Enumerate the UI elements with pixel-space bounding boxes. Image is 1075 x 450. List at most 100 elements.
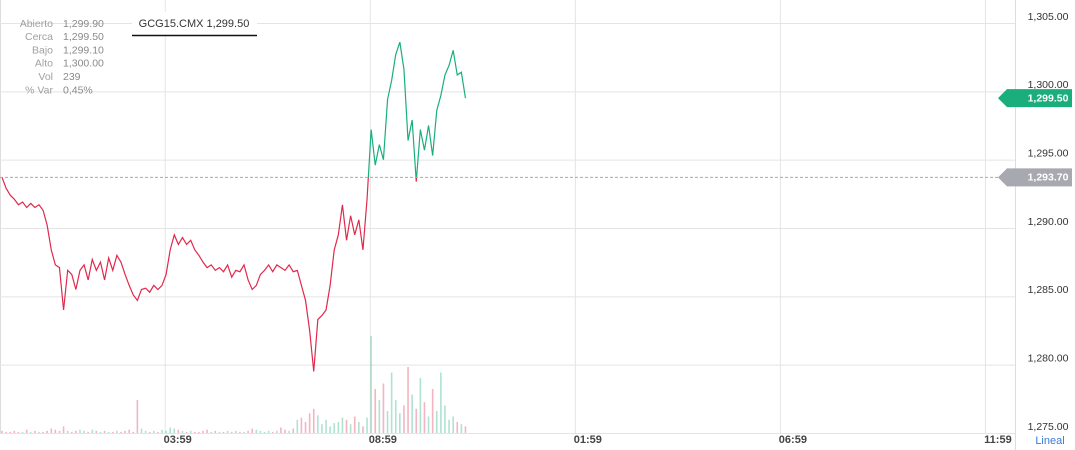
volume-bar bbox=[329, 426, 331, 433]
volume-bar bbox=[29, 431, 32, 433]
volume-bar bbox=[34, 430, 36, 433]
volume-bar bbox=[448, 419, 450, 433]
stat-value: 1,299.10 bbox=[63, 44, 104, 56]
volume-bar bbox=[292, 428, 295, 433]
volume-bar bbox=[140, 428, 143, 433]
volume-bar bbox=[341, 417, 344, 433]
y-tick-label: 1,275.00 bbox=[1028, 421, 1069, 433]
volume-bar bbox=[165, 430, 167, 433]
volume-bar bbox=[124, 430, 126, 433]
volume-bar bbox=[317, 415, 319, 433]
x-tick-label: 06:59 bbox=[779, 434, 807, 446]
volume-bar bbox=[214, 430, 217, 433]
volume-bar bbox=[243, 431, 245, 433]
x-tick-label: 03:59 bbox=[164, 434, 192, 446]
volume-bar bbox=[62, 426, 65, 433]
price-lines bbox=[0, 41, 1015, 372]
volume-bar bbox=[99, 431, 102, 433]
volume-bar bbox=[111, 431, 114, 433]
volume-bar bbox=[218, 431, 221, 433]
volume-bar bbox=[399, 413, 401, 433]
volume-bar bbox=[83, 430, 85, 433]
volume-bar bbox=[349, 424, 352, 433]
volume-bar bbox=[5, 431, 7, 433]
stat-value: 1,300.00 bbox=[63, 58, 104, 70]
volume-bar bbox=[390, 372, 393, 433]
volume-bar bbox=[321, 424, 323, 433]
volume-bar bbox=[296, 419, 299, 433]
volume-bar bbox=[38, 431, 40, 433]
stat-label: Cerca bbox=[25, 31, 53, 43]
volume-bar bbox=[1, 430, 3, 433]
stat-label: Abierto bbox=[20, 18, 53, 30]
volume-bar bbox=[300, 417, 303, 433]
volume-bar bbox=[431, 389, 434, 433]
volume-bar bbox=[136, 400, 139, 433]
volume-bar bbox=[177, 429, 180, 433]
volume-bar bbox=[267, 430, 270, 433]
volume-bar bbox=[337, 422, 340, 433]
volume-bar bbox=[54, 429, 57, 433]
volume-bar bbox=[312, 408, 315, 433]
x-tick-label: 08:59 bbox=[369, 434, 397, 446]
volume-bar bbox=[403, 405, 405, 433]
volume-bar bbox=[419, 378, 422, 433]
volume-bar bbox=[366, 417, 368, 433]
volume-bar bbox=[276, 430, 278, 433]
volume-bar bbox=[247, 430, 249, 433]
volume-bar bbox=[427, 416, 430, 433]
volume-bar bbox=[251, 428, 254, 433]
volume-bar bbox=[42, 431, 44, 433]
volume-bar bbox=[25, 429, 28, 433]
last-price-label: 1,299.50 bbox=[1028, 92, 1069, 104]
volume-bar bbox=[152, 430, 155, 433]
scale-mode[interactable]: Lineal bbox=[1035, 435, 1064, 447]
stat-value: 1,299.90 bbox=[63, 18, 104, 30]
stat-label: Bajo bbox=[32, 44, 53, 56]
volume-bar bbox=[206, 429, 208, 433]
stat-label: % Var bbox=[25, 84, 53, 96]
volume-bar bbox=[210, 431, 213, 433]
legend: GCG15.CMX 1,299.50 bbox=[132, 12, 257, 37]
previous-close-tag bbox=[998, 168, 1072, 187]
volume-bar bbox=[288, 430, 290, 433]
axes: 1,275.00 1,280.00 1,285.00 1,290.00 1,295.00… bbox=[164, 11, 1072, 446]
volume-bar bbox=[91, 429, 94, 433]
volume-bar bbox=[259, 430, 262, 433]
volume-bar bbox=[132, 431, 135, 433]
volume-bar bbox=[189, 430, 192, 433]
volume-bar bbox=[435, 411, 438, 433]
grid bbox=[0, 0, 1015, 434]
volume-bar bbox=[382, 383, 385, 433]
legend-last: 1,299.50 bbox=[207, 18, 250, 30]
volume-bar bbox=[148, 431, 151, 433]
volume-bar bbox=[46, 430, 48, 433]
volume-bar bbox=[263, 431, 266, 433]
volume-bar bbox=[333, 423, 336, 433]
volume-bar bbox=[358, 422, 360, 433]
volume-bar bbox=[198, 431, 200, 433]
volume-bar bbox=[284, 429, 286, 433]
y-tick-label: 1,300.00 bbox=[1028, 79, 1069, 91]
volume-bar bbox=[271, 431, 274, 433]
volume-bar bbox=[423, 402, 426, 433]
x-tick-label: 11:59 bbox=[984, 434, 1012, 446]
volume-bar bbox=[353, 416, 356, 433]
volume-bar bbox=[70, 431, 73, 433]
y-tick-label: 1,280.00 bbox=[1028, 352, 1069, 364]
volume-bar bbox=[304, 422, 307, 433]
y-tick-label: 1,305.00 bbox=[1028, 11, 1069, 23]
volume-bar bbox=[325, 419, 327, 433]
volume-bar bbox=[308, 413, 311, 433]
volume-bar bbox=[144, 430, 147, 433]
y-tick-label: 1,290.00 bbox=[1028, 216, 1069, 228]
volume-bar bbox=[407, 367, 409, 433]
volume-bar bbox=[235, 430, 237, 433]
volume-bar bbox=[75, 430, 77, 433]
y-tick-label: 1,285.00 bbox=[1028, 284, 1069, 296]
price-line-down bbox=[1, 177, 418, 372]
volume-bar bbox=[169, 427, 171, 433]
volume-bar bbox=[464, 426, 467, 433]
volume-bar bbox=[79, 429, 81, 433]
previous-close-label: 1,293.70 bbox=[1028, 172, 1069, 184]
